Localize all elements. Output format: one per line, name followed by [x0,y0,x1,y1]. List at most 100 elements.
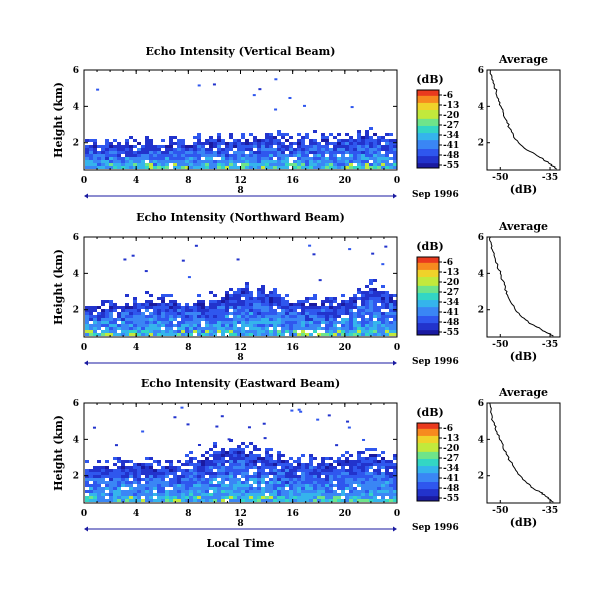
echo-cell [113,324,117,327]
echo-cell [269,457,273,460]
echo-cell [353,330,357,333]
echo-cell [141,469,145,472]
echo-cell [257,166,261,169]
echo-cell [325,148,329,151]
day-arrow-head [393,193,397,199]
echo-cell [345,163,349,166]
echo-cell [113,484,117,487]
colorbar-segment [417,267,439,270]
echo-cell [321,469,325,472]
echo-cell [373,142,377,145]
echo-cell [177,315,181,318]
echo-cell [153,151,157,154]
echo-cell [105,309,109,312]
echo-cell [105,312,109,315]
echo-cell [241,312,245,315]
echo-cell [269,309,273,312]
echo-cell [337,463,341,466]
echo-cell [169,321,173,324]
echo-cell [177,484,181,487]
echo-cell [269,463,273,466]
echo-cell [125,142,129,145]
echo-cell [197,136,201,139]
echo-cell [365,130,369,133]
colorbar-segment [417,442,439,445]
echo-cell [109,151,113,154]
echo-cell [105,145,109,148]
echo-cell [289,481,293,484]
echo-cell [253,457,257,460]
echo-cell [273,478,277,481]
echo-cell [345,463,349,466]
echo-cell [253,454,257,457]
echo-cell [157,160,161,163]
echo-cell [333,160,337,163]
echo-cell [301,315,305,318]
colorbar-segment [417,476,439,479]
echo-cell [201,496,205,499]
echo-cell [277,300,281,303]
date-label: Sep 1996 [412,190,459,200]
echo-cell [393,163,397,166]
echo-cell [329,487,333,490]
echo-cell [225,493,229,496]
echo-cell [221,321,225,324]
colorbar-segment [417,146,439,149]
echo-cell [297,306,301,309]
echo-cell [113,160,117,163]
echo-cell [169,333,173,336]
echo-cell [269,297,273,300]
echo-cell [257,333,261,336]
echo-cell [385,133,389,136]
echo-cell [165,493,169,496]
echo-cell [221,457,225,460]
x-tick-label: 0 [394,176,400,186]
echo-cell [125,460,129,463]
echo-cell [245,145,249,148]
echo-cell [353,481,357,484]
echo-cell [213,300,217,303]
echo-cell [165,309,169,312]
echo-cell [257,148,261,151]
echo-cell [253,163,257,166]
echo-cell [197,315,201,318]
echo-cell [149,496,153,499]
colorbar-segment [417,125,439,128]
echo-cell [121,151,125,154]
echo-cell [325,142,329,145]
echo-cell [221,490,225,493]
echo-cell [313,154,317,157]
echo-cell [185,321,189,324]
echo-cell [361,478,365,481]
echo-cell [373,157,377,160]
echo-cell [85,481,89,484]
echo-cell [97,472,101,475]
echo-cell [89,315,93,318]
echo-cell [289,318,293,321]
echo-cell [377,148,381,151]
echo-cell [353,300,357,303]
echo-cell [93,487,97,490]
echo-cell [141,154,145,157]
echo-cell [145,466,149,469]
echo-cell [361,484,365,487]
echo-cell [305,306,309,309]
echo-cell [153,493,157,496]
colorbar-segment [417,472,439,475]
echo-cell [117,154,121,157]
echo-cell [345,472,349,475]
colorbar-segment [417,129,439,132]
echo-cell [245,288,249,291]
echo-cell [289,306,293,309]
echo-cell [329,142,333,145]
echo-cell [285,294,289,297]
echo-cell [369,454,373,457]
echo-cell [153,315,157,318]
echo-cell [169,490,173,493]
echo-cell [189,318,193,321]
echo-cell [85,309,89,312]
echo-cell [121,321,125,324]
echo-cell [93,148,97,151]
echo-cell [237,291,241,294]
